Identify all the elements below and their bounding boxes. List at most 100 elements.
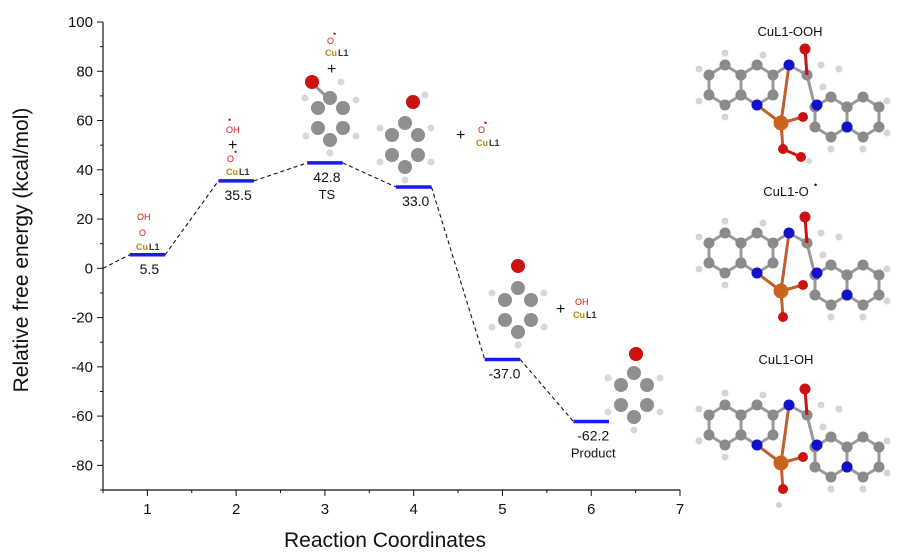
energy-value-label: 33.0: [402, 193, 429, 209]
hydrogen-atom: [859, 313, 867, 321]
copper-atom: [773, 455, 789, 471]
hydrogen-atom: [883, 129, 891, 137]
connector-line: [342, 162, 397, 188]
bond: [779, 64, 791, 124]
hydrogen-atom: [806, 158, 812, 164]
hydrogen-atom: [721, 113, 729, 121]
carbon-atom: [703, 89, 715, 101]
chem-oh: OH: [137, 212, 151, 222]
chem-l1: L1: [586, 310, 597, 320]
chem-l1: L1: [149, 242, 160, 252]
y-ticks: 100 80 60 40 20 0 -20 -40 -60 -80: [68, 14, 103, 491]
energy-value-label: -37.0: [489, 365, 521, 381]
y-tick-label: -80: [71, 457, 93, 474]
hydrogen-atom: [819, 83, 827, 91]
nitrogen-atom: [811, 267, 823, 279]
carbon-atom: [735, 409, 747, 421]
carbon-atom: [719, 439, 731, 451]
carbon-atom: [841, 269, 853, 281]
connector-line: [430, 186, 486, 360]
hydrogen-atom: [776, 502, 782, 508]
y-tick-label: -40: [71, 359, 93, 376]
y-tick-label: 20: [76, 211, 93, 228]
inset-state-1: OH O Cu L1: [136, 212, 160, 252]
x-tick-label: 3: [321, 501, 329, 518]
hydrogen-atom: [695, 265, 703, 273]
nitrogen-atom: [841, 289, 853, 301]
chem-cu: Cu: [573, 310, 585, 320]
hydrogen-atom: [695, 97, 703, 105]
carbon-atom: [873, 101, 885, 113]
carbon-atom: [825, 91, 837, 103]
plot-area: 100 80 60 40 20 0 -20 -40 -60 -80 1 2 3 4 5 6 7 5.5 35.5…: [68, 14, 684, 518]
chem-plus: +: [556, 301, 565, 318]
x-tick-label: 5: [498, 501, 506, 518]
chem-o: O: [327, 36, 334, 46]
chem-plus: +: [456, 127, 465, 144]
molecule-product: [604, 347, 664, 434]
copper-atom: [773, 283, 789, 299]
carbon-atom: [767, 237, 779, 249]
chem-l1: L1: [239, 167, 250, 177]
carbon-atom: [735, 257, 747, 269]
chem-radical: •: [234, 147, 237, 157]
nitrogen-atom: [783, 399, 795, 411]
y-axis-title: Relative free energy (kcal/mol): [10, 108, 33, 393]
carbon-atom: [809, 121, 821, 133]
nitrogen-atom: [811, 99, 823, 111]
molecule-benzoquinone: [488, 259, 548, 349]
hydrogen-atom: [883, 97, 891, 105]
hydrogen-atom: [883, 469, 891, 477]
bond: [803, 216, 809, 244]
hydrogen-atom: [721, 281, 729, 289]
y-tick-label: 40: [76, 162, 93, 179]
carbon-atom: [703, 257, 715, 269]
hydrogen-atom: [835, 405, 843, 413]
hydrogen-atom: [883, 437, 891, 445]
nitrogen-atom: [751, 99, 763, 111]
hydrogen-atom: [695, 437, 703, 445]
chem-oh: OH: [575, 297, 589, 307]
carbon-atom: [767, 257, 779, 269]
carbon-atom: [751, 399, 763, 411]
copper-atom: [773, 115, 789, 131]
x-tick-label: 4: [410, 501, 418, 518]
carbon-atom: [825, 431, 837, 443]
carbon-atom: [751, 227, 763, 239]
oxygen-atom: [798, 112, 808, 122]
connector-line: [102, 254, 130, 269]
hydrogen-atom: [721, 453, 729, 461]
hydrogen-atom: [827, 145, 835, 153]
carbon-atom: [825, 299, 837, 311]
nitrogen-atom: [751, 267, 763, 279]
hydrogen-atom: [859, 485, 867, 493]
chem-radical: •: [484, 118, 487, 128]
hydrogen-atom: [835, 65, 843, 73]
carbon-atom: [767, 429, 779, 441]
chem-plus: +: [228, 137, 237, 154]
carbon-atom: [719, 267, 731, 279]
chem-cu: Cu: [226, 167, 238, 177]
structure-label-oh: CuL1-OH: [759, 352, 814, 367]
carbon-atom: [719, 59, 731, 71]
carbon-atom: [873, 269, 885, 281]
carbon-atom: [857, 131, 869, 143]
oxygen-atom: [778, 484, 788, 494]
carbon-atom: [735, 69, 747, 81]
chem-o: O: [227, 154, 234, 164]
x-tick-label: 6: [587, 501, 595, 518]
connector-line: [164, 180, 219, 256]
connector-lines: [102, 162, 574, 422]
connector-line: [253, 162, 308, 182]
chem-plus: +: [327, 61, 336, 78]
hydrogen-atom: [817, 229, 825, 237]
inset-state-4: + • O Cu L1: [376, 91, 500, 184]
carbon-atom: [735, 237, 747, 249]
bond: [803, 48, 809, 76]
carbon-atom: [703, 237, 715, 249]
nitrogen-atom: [811, 439, 823, 451]
carbon-atom: [703, 69, 715, 81]
carbon-atom: [857, 471, 869, 483]
carbon-atom: [735, 429, 747, 441]
